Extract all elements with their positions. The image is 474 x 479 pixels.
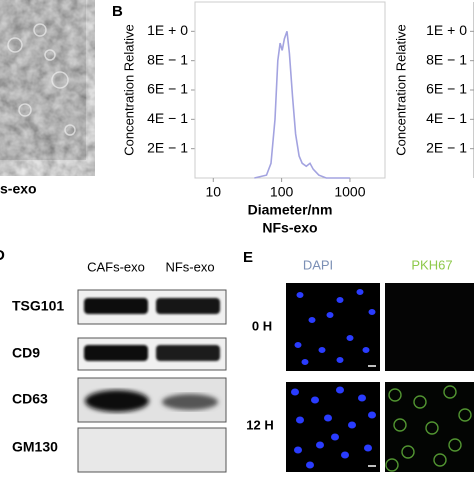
row-label: CD9 xyxy=(12,345,40,361)
nucleus xyxy=(301,359,309,365)
row-label: CD63 xyxy=(12,391,48,407)
x-tick-label: 1000 xyxy=(334,184,365,200)
y-tick-label: 4E − 1 xyxy=(426,110,467,126)
labelled-cell xyxy=(443,385,457,399)
y-tick-label: 2E − 1 xyxy=(426,139,467,155)
nucleus xyxy=(296,292,304,298)
nucleus xyxy=(341,451,349,459)
panel-label: D xyxy=(0,247,5,264)
nucleus xyxy=(318,347,326,353)
y-tick-label: 8E − 1 xyxy=(147,51,188,67)
nucleus xyxy=(336,297,344,303)
panel-label: E xyxy=(243,249,253,266)
y-tick-label: 4E − 1 xyxy=(147,110,188,126)
nucleus xyxy=(296,416,304,424)
labelled-cell xyxy=(385,458,399,472)
x-tick-label: 10 xyxy=(205,184,221,200)
row-label: 12 H xyxy=(246,417,273,432)
tem-texture xyxy=(0,0,86,160)
row-label: TSG101 xyxy=(12,298,64,314)
nucleus xyxy=(346,335,354,341)
nucleus xyxy=(358,394,366,402)
column-header: PKH67 xyxy=(411,257,452,272)
labelled-cell xyxy=(413,395,427,409)
blot-tsg101 xyxy=(77,289,227,325)
nucleus xyxy=(348,421,356,429)
y-tick-label: 6E − 1 xyxy=(426,81,467,97)
nucleus xyxy=(368,411,376,419)
x-tick-label: 100 xyxy=(270,184,294,200)
labelled-cell xyxy=(433,453,447,467)
panel-label: B xyxy=(112,3,123,20)
labelled-cell xyxy=(425,421,439,435)
nucleus xyxy=(294,342,302,348)
labelled-cell xyxy=(388,388,402,402)
labelled-cell xyxy=(393,418,407,432)
nucleus xyxy=(356,289,364,295)
labelled-cell xyxy=(448,438,462,452)
size-curve xyxy=(254,31,350,179)
plot-frame xyxy=(194,1,386,179)
y-tick-label: 1E + 0 xyxy=(426,22,467,38)
nucleus xyxy=(336,386,344,394)
labelled-cell xyxy=(458,408,472,422)
column-header: NFs-exo xyxy=(165,259,214,274)
y-tick-label: 8E − 1 xyxy=(426,51,467,67)
nucleus xyxy=(311,396,319,404)
nucleus xyxy=(291,388,299,396)
column-header: DAPI xyxy=(303,257,333,272)
nucleus xyxy=(306,461,314,469)
nucleus xyxy=(362,347,370,353)
nucleus xyxy=(336,357,344,363)
y-axis-title: Concentration Relative xyxy=(121,24,136,156)
nucleus xyxy=(294,446,302,454)
row-label: 0 H xyxy=(252,318,272,333)
y-axis-title: Concentration Relative xyxy=(393,24,408,156)
vesicles xyxy=(7,23,76,136)
nucleus xyxy=(316,441,324,449)
nucleus xyxy=(364,444,372,452)
panel-a-caption: s-exo xyxy=(0,181,37,197)
x-axis-title: Diameter/nm xyxy=(248,202,333,218)
blot-gm130 xyxy=(77,427,227,473)
micrographs xyxy=(286,283,474,472)
nucleus xyxy=(308,317,316,323)
y-tick-label: 2E − 1 xyxy=(147,139,188,155)
row-label: GM130 xyxy=(12,439,58,455)
nucleus xyxy=(368,309,376,315)
labelled-cell xyxy=(401,445,415,459)
y-tick-label: 6E − 1 xyxy=(147,81,188,97)
nucleus xyxy=(331,433,339,441)
blot-cd9 xyxy=(77,337,227,371)
nucleus xyxy=(324,414,332,422)
nucleus xyxy=(326,312,334,318)
chart-subtitle: NFs-exo xyxy=(262,220,317,236)
blot-cd63 xyxy=(77,377,227,423)
column-header: CAFs-exo xyxy=(87,259,145,274)
y-tick-label: 1E + 0 xyxy=(147,22,188,38)
